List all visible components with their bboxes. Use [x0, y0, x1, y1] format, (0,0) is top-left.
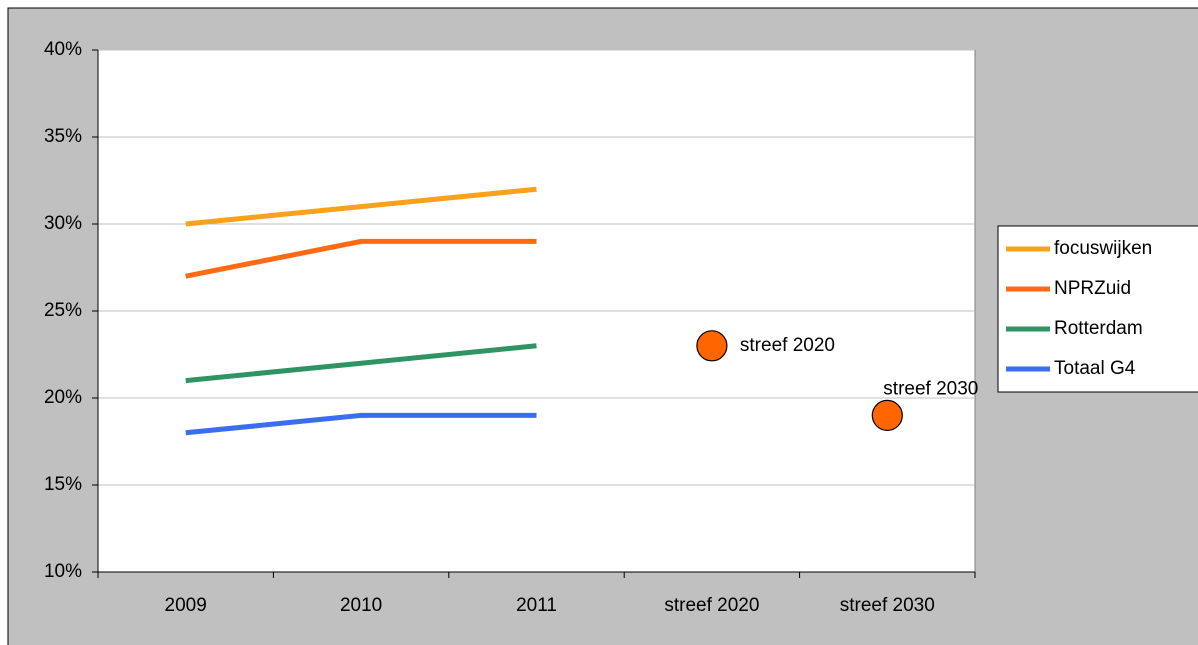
legend-label: focuswijken: [1054, 238, 1152, 259]
y-tick-label: 25%: [44, 300, 82, 321]
series-line: [185, 186, 537, 227]
marker: [871, 399, 903, 431]
y-tick-label: 20%: [44, 387, 82, 408]
x-tick-label: streef 2030: [840, 595, 935, 616]
y-tick-label: 35%: [44, 126, 82, 147]
x-tick-label: 2010: [340, 595, 382, 616]
legend-label: Rotterdam: [1054, 318, 1143, 339]
x-tick-label: 2011: [516, 595, 557, 616]
series-line: [185, 238, 537, 279]
series-line: [185, 412, 537, 436]
legend: [997, 225, 1198, 393]
legend-label: NPRZuid: [1054, 278, 1131, 299]
y-tick-label: 15%: [44, 474, 82, 495]
data-label: streef 2030: [883, 378, 978, 399]
marker: [696, 330, 728, 362]
data-label: streef 2020: [740, 335, 835, 356]
y-tick-label: 30%: [44, 213, 82, 234]
y-tick-label: 10%: [44, 561, 82, 582]
legend-label: Totaal G4: [1054, 358, 1136, 379]
y-tick-label: 40%: [44, 39, 82, 60]
x-tick-label: 2009: [165, 595, 207, 616]
x-tick-label: streef 2020: [664, 595, 759, 616]
series-line: [185, 343, 537, 384]
